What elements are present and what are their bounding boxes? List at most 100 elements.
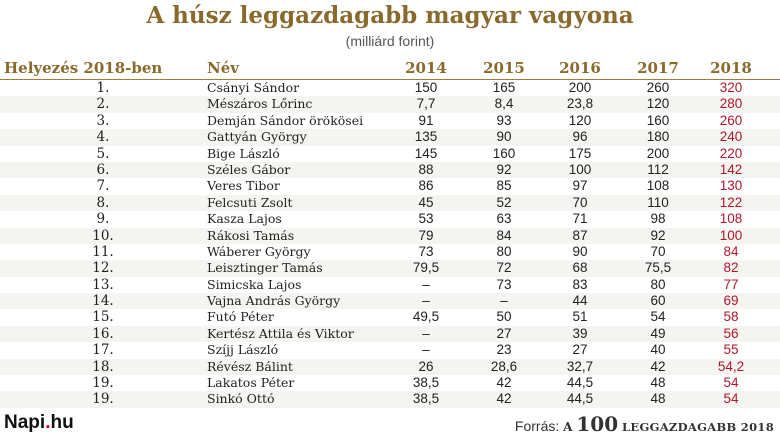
cell-value-2015: 42 <box>496 391 512 407</box>
cell-value-2015: 50 <box>496 309 512 325</box>
cell-name: Gattyán György <box>207 129 307 145</box>
cell-value-2014: 38,5 <box>412 375 440 391</box>
table-row: 19. Lakatos Péter 38,5 42 44,5 48 54 <box>0 375 780 391</box>
cell-value-2014: 7,7 <box>416 96 436 112</box>
cell-value-2017: 200 <box>646 145 670 161</box>
cell-value-2016: 97 <box>572 178 588 194</box>
cell-rank: 17. <box>92 342 114 359</box>
cell-value-2017: 60 <box>650 293 666 309</box>
cell-value-2015: 93 <box>496 112 512 128</box>
cell-value-2016: 39 <box>572 325 588 341</box>
cell-rank: 14. <box>92 293 114 310</box>
cell-value-2017: 42 <box>650 358 666 374</box>
cell-value-2018: 82 <box>723 260 739 276</box>
cell-value-2014: 38,5 <box>412 391 440 407</box>
cell-value-2016: 90 <box>572 243 588 259</box>
cell-value-2018: 260 <box>719 112 743 128</box>
cell-name: Kasza Lajos <box>207 211 282 227</box>
cell-name: Futó Péter <box>207 309 274 325</box>
cell-value-2017: 75,5 <box>644 260 672 276</box>
cell-value-2017: 120 <box>646 96 670 112</box>
cell-value-2018: 280 <box>719 96 743 112</box>
cell-name: Simicska Lajos <box>207 276 302 292</box>
cell-value-2017: 108 <box>646 178 670 194</box>
cell-value-2015: 52 <box>496 194 512 210</box>
cell-value-2016: 44 <box>572 293 588 309</box>
cell-name: Révész Bálint <box>207 358 293 374</box>
cell-value-2016: 44,5 <box>566 391 594 407</box>
column-header-2016: 2016 <box>559 59 601 77</box>
logo-tld: hu <box>50 412 74 433</box>
cell-value-2018: 56 <box>723 325 739 341</box>
cell-value-2017: 98 <box>650 211 666 227</box>
cell-name: Lakatos Péter <box>207 375 295 391</box>
cell-value-2014: 135 <box>414 129 438 145</box>
table-row: 18. Révész Bálint 26 28,6 32,7 42 54,2 <box>0 358 780 376</box>
source-note: Forrás: A 100 LEGGAZDAGABB 2018 <box>515 412 774 436</box>
cell-rank: 7. <box>96 178 110 195</box>
cell-value-2016: 100 <box>568 161 592 177</box>
cell-value-2014: 86 <box>418 178 434 194</box>
cell-value-2018: 130 <box>719 178 743 194</box>
cell-value-2014: 79 <box>418 227 434 243</box>
cell-value-2014: – <box>422 325 430 341</box>
table-row: 11. Wáberer György 73 80 90 70 84 <box>0 244 780 260</box>
table-row: 14. Vajna András György – – 44 60 69 <box>0 293 780 310</box>
cell-value-2014: 150 <box>414 80 438 95</box>
cell-value-2017: 54 <box>650 309 666 325</box>
table-row: 3. Demján Sándor örökösei 91 93 120 160 260 <box>0 113 780 129</box>
cell-rank: 12. <box>92 260 114 277</box>
cell-value-2017: 112 <box>647 161 669 177</box>
cell-value-2014: 45 <box>418 194 434 210</box>
cell-value-2016: 27 <box>572 342 588 358</box>
table-header-row: Helyezés 2018-ben Név 2014 2015 2016 201… <box>0 57 780 80</box>
table-row: 13. Simicska Lajos – 73 83 80 77 <box>0 277 780 293</box>
cell-value-2016: 96 <box>572 129 588 145</box>
cell-value-2015: 72 <box>496 260 512 276</box>
column-header-name: Név <box>207 59 239 77</box>
cell-value-2018: 142 <box>719 161 743 177</box>
cell-value-2016: 83 <box>572 276 588 292</box>
cell-value-2018: 84 <box>723 243 739 259</box>
table-row: 16. Kertész Attila és Viktor – 27 39 49 56 <box>0 325 780 343</box>
cell-value-2017: 48 <box>650 391 666 407</box>
cell-value-2017: 260 <box>646 80 670 95</box>
cell-value-2018: 220 <box>719 145 743 161</box>
cell-value-2015: 90 <box>496 129 512 145</box>
cell-value-2018: 55 <box>723 342 739 358</box>
cell-value-2014: 73 <box>418 243 434 259</box>
cell-rank: 6. <box>96 161 110 178</box>
cell-value-2018: 100 <box>719 227 743 243</box>
cell-value-2017: 80 <box>650 276 666 292</box>
cell-rank: 4. <box>96 129 110 146</box>
cell-rank: 1. <box>96 80 110 96</box>
table-row: 1. Csányi Sándor 150 165 200 260 320 <box>0 80 780 96</box>
cell-value-2014: 145 <box>414 145 438 161</box>
chart-title: A húsz leggazdagabb magyar vagyona <box>146 2 634 29</box>
cell-value-2015: 73 <box>496 276 512 292</box>
cell-name: Rákosi Tamás <box>207 227 295 243</box>
cell-name: Veres Tibor <box>207 178 280 194</box>
cell-value-2017: 40 <box>650 342 666 358</box>
cell-value-2016: 32,7 <box>566 358 594 374</box>
cell-value-2016: 87 <box>572 227 588 243</box>
table-row: 7. Veres Tibor 86 85 97 108 130 <box>0 178 780 194</box>
cell-value-2015: 63 <box>496 211 512 227</box>
cell-name: Bige László <box>207 145 280 161</box>
cell-value-2015: 23 <box>496 342 512 358</box>
cell-value-2014: 53 <box>418 211 434 227</box>
table-row: 10. Rákosi Tamás 79 84 87 92 100 <box>0 227 780 244</box>
cell-rank: 11. <box>92 243 114 260</box>
cell-value-2017: 49 <box>650 325 666 341</box>
column-header-2017: 2017 <box>637 59 679 77</box>
cell-value-2014: 26 <box>418 358 434 374</box>
cell-value-2015: 84 <box>496 227 512 243</box>
cell-value-2015: 165 <box>492 80 516 95</box>
cell-value-2016: 175 <box>568 145 592 161</box>
cell-value-2014: 91 <box>418 112 434 128</box>
cell-value-2015: – <box>500 293 508 309</box>
column-header-2018: 2018 <box>710 59 752 77</box>
column-header-rank: Helyezés 2018-ben <box>4 59 163 77</box>
cell-value-2017: 70 <box>650 243 666 259</box>
cell-value-2016: 68 <box>572 260 588 276</box>
